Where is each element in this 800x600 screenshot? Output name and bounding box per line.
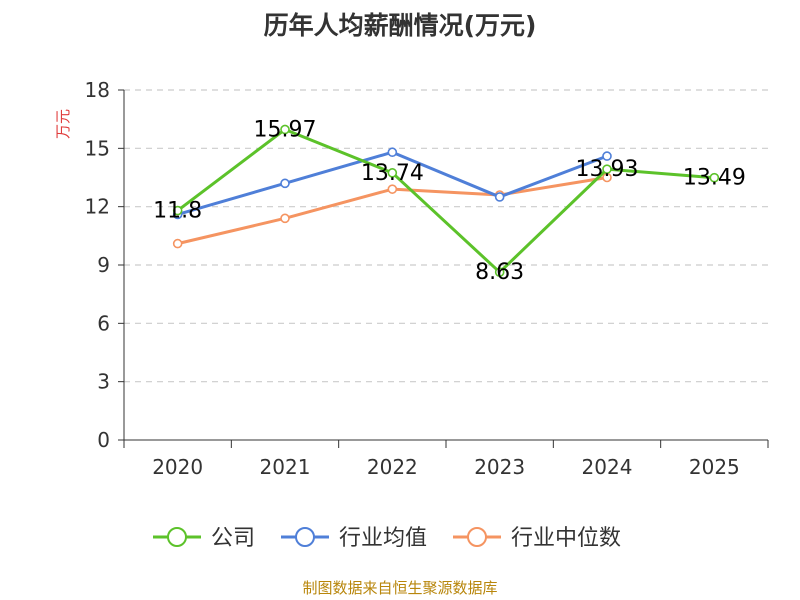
data-label: 11.8 [153, 199, 202, 224]
data-point[interactable] [280, 178, 290, 189]
y-tick-label: 3 [97, 370, 110, 394]
grid-layer [124, 89, 768, 383]
legend-item[interactable]: 公司 [153, 526, 255, 551]
series-line [176, 127, 715, 274]
y-tick-label: 6 [97, 311, 110, 335]
x-tick-label: 2020 [152, 455, 203, 479]
x-tick-label: 2021 [260, 455, 311, 479]
data-label: 13.74 [361, 161, 424, 186]
data-point[interactable] [494, 267, 505, 277]
data-point[interactable] [602, 151, 612, 161]
y-axis-label: 万元 [54, 109, 72, 139]
legend-item[interactable]: 行业均值 [281, 526, 427, 551]
y-tick-label: 0 [97, 428, 110, 452]
data-label: 15.97 [254, 117, 317, 142]
data-label: 13.49 [683, 166, 746, 191]
data-point[interactable] [602, 164, 612, 174]
data-point[interactable] [387, 184, 398, 194]
legend[interactable]: 公司 行业均值 行业中位数 [153, 526, 621, 551]
data-point[interactable] [172, 205, 183, 216]
data-point[interactable] [709, 172, 720, 183]
legend-label: 行业中位数 [511, 526, 621, 551]
y-tick-label: 12 [85, 195, 110, 219]
data-label-layer: 11.8 15.97 13.74 8.63 13.93 13.49 [153, 117, 746, 285]
axis-layer: 0 3 6 9 12 15 18 2020 2021 2022 2023 2024 2025 [85, 78, 769, 479]
x-tick-label: 2022 [367, 455, 418, 479]
y-tick-label: 18 [85, 78, 110, 102]
data-point[interactable] [172, 238, 183, 249]
data-label: 8.63 [475, 260, 524, 285]
series-layer [172, 124, 720, 277]
chart-title: 历年人均薪酬情况(万元) [263, 11, 537, 40]
x-tick-label: 2024 [582, 455, 633, 479]
y-tick-label: 15 [85, 136, 110, 160]
data-point[interactable] [387, 147, 398, 158]
legend-label: 行业均值 [339, 526, 427, 551]
x-tick-label: 2025 [689, 455, 740, 479]
legend-item[interactable]: 行业中位数 [453, 526, 621, 551]
data-label: 13.93 [576, 157, 639, 182]
data-point[interactable] [387, 168, 398, 178]
data-point[interactable] [280, 213, 290, 224]
legend-marker [295, 527, 315, 547]
legend-marker [467, 527, 487, 547]
source-note: 制图数据来自恒生聚源数据库 [302, 579, 498, 597]
x-tick-label: 2023 [474, 455, 525, 479]
legend-marker [167, 527, 187, 547]
data-point[interactable] [494, 192, 505, 202]
data-point[interactable] [280, 124, 290, 135]
y-tick-label: 9 [97, 253, 110, 277]
legend-label: 公司 [211, 526, 255, 551]
